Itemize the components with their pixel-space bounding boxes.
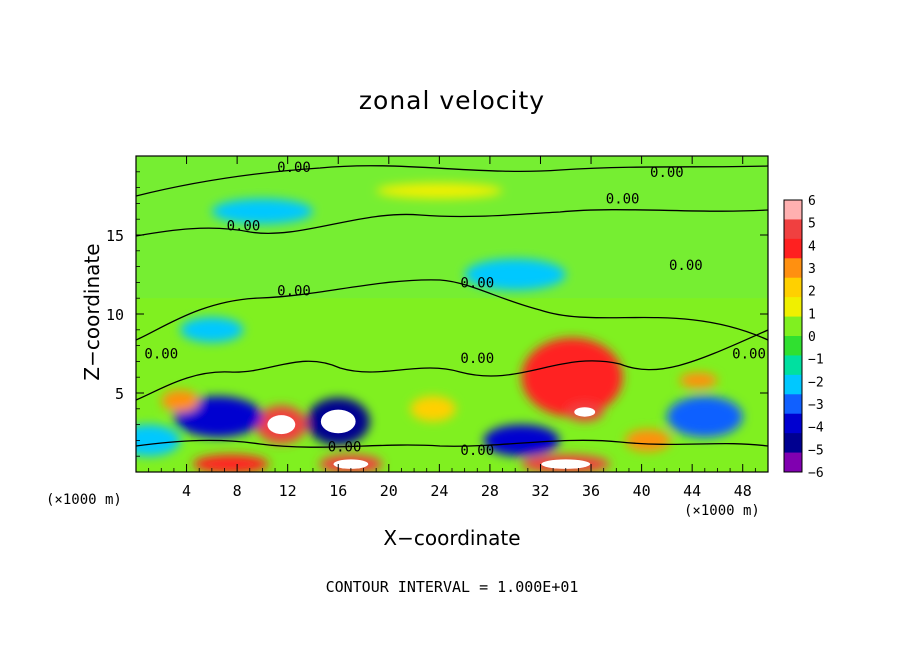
colorbar-swatch-5 [784, 297, 802, 318]
contour-labels: 0.00 0.00 0.00 0.00 0.00 0.00 0.00 0.00 0.00 0.00… [144, 160, 765, 459]
field-feature-core-2 [267, 415, 296, 435]
field-feature-14 [410, 396, 456, 422]
colorbar-label-3: 3 [808, 262, 816, 277]
field-feature-13 [161, 389, 200, 412]
colorbar-swatch-7 [784, 336, 802, 356]
x-tick-label-3: 16 [329, 482, 347, 500]
x-tick-label-7: 32 [531, 482, 549, 500]
contour-label-4: 0.00 [669, 258, 703, 274]
contour-label-2: 0.00 [606, 192, 640, 208]
field-feature-core-3 [320, 409, 356, 434]
colorbar-swatch-0 [784, 200, 802, 220]
x-tick-label-8: 36 [582, 482, 600, 500]
colorbar-label-12: −6 [808, 466, 824, 481]
x-tick-label-1: 8 [233, 482, 242, 500]
colorbar-swatch-4 [784, 277, 802, 298]
x-axis-label: X−coordinate [383, 526, 521, 550]
x-unit-left: (×1000 m) [46, 492, 122, 508]
colorbar-frame [783, 199, 803, 473]
colorbar-label-0: 6 [808, 194, 816, 209]
colorbar-label-5: 1 [808, 307, 816, 322]
colorbar-label-1: 5 [808, 217, 816, 232]
field-feature-17 [376, 182, 503, 199]
colorbar-label-10: −4 [808, 421, 824, 436]
field-feature-core-7 [541, 459, 591, 469]
colorbar-swatch-1 [784, 219, 802, 240]
contour-line-2 [136, 279, 768, 341]
colorbar-swatch-6 [784, 316, 802, 337]
field-feature-10 [464, 258, 566, 291]
colorbar-swatch-11 [784, 413, 802, 434]
contour-label-3: 0.00 [227, 219, 261, 235]
contour-lines [136, 165, 768, 448]
colorbar-label-7: −1 [808, 353, 824, 368]
colorbar-label-4: 2 [808, 285, 816, 300]
y-tick-label-2: 15 [106, 227, 124, 245]
colorbar-swatch-9 [784, 374, 802, 395]
colorbar-label-6: 0 [808, 330, 816, 345]
colorbar-swatch-2 [784, 238, 802, 259]
colorbar: 6 5 4 3 2 1 0 −1 −2 −3 −4 −5 −6 [783, 194, 824, 481]
x-tick-label-0: 4 [182, 482, 191, 500]
field-feature-core-6 [333, 459, 369, 469]
field-feature-5 [192, 454, 269, 472]
x-tick-label-5: 24 [430, 482, 448, 500]
x-unit-right: (×1000 m) [684, 503, 760, 519]
field-feature-11 [211, 198, 313, 224]
field-feature-15 [625, 429, 671, 452]
y-tick-label-0: 5 [115, 385, 124, 403]
colorbar-swatch-12 [784, 433, 802, 454]
contour-label-11: 0.00 [460, 443, 494, 459]
field-feature-18 [180, 317, 244, 343]
x-tick-label-11: 48 [734, 482, 752, 500]
colorbar-swatch-10 [784, 394, 802, 415]
chart-title: zonal velocity [358, 86, 546, 115]
colorbar-swatch-3 [784, 258, 802, 279]
contour-label-1: 0.00 [650, 165, 684, 181]
field-feature-core-1 [574, 407, 596, 417]
field-feature-8 [666, 396, 743, 438]
x-tick-label-10: 44 [683, 482, 701, 500]
field-feature-12 [679, 372, 718, 389]
y-axis-label: Z−coordinate [80, 243, 104, 381]
contour-line-3 [136, 329, 768, 401]
contour-label-10: 0.00 [328, 440, 362, 456]
field-band [136, 156, 768, 299]
contour-label-5: 0.00 [460, 275, 494, 291]
field-feature-9 [483, 424, 560, 457]
contour-label-7: 0.00 [144, 347, 178, 363]
colorbar-swatch-8 [784, 355, 802, 376]
contour-label-9: 0.00 [732, 347, 766, 363]
contour-label-6: 0.00 [277, 283, 311, 299]
contour-label-0: 0.00 [277, 160, 311, 176]
field-feature-0 [521, 337, 623, 417]
contour-line-1 [136, 209, 768, 237]
y-tick-label-1: 10 [106, 306, 124, 324]
contour-line-4 [136, 439, 768, 448]
contour-line-0 [136, 165, 768, 197]
x-tick-label-4: 20 [380, 482, 398, 500]
velocity-field [136, 156, 768, 472]
x-tick-label-2: 12 [279, 482, 297, 500]
x-tick-label-9: 40 [633, 482, 651, 500]
colorbar-label-2: 4 [808, 239, 816, 254]
x-tick-label-6: 28 [481, 482, 499, 500]
colorbar-label-8: −2 [808, 375, 824, 390]
colorbar-label-11: −5 [808, 443, 824, 458]
contour-interval-note: CONTOUR INTERVAL = 1.000E+01 [325, 578, 579, 596]
colorbar-label-9: −3 [808, 398, 824, 413]
field-feature-16 [136, 424, 181, 457]
colorbar-swatch-13 [784, 452, 802, 473]
contour-label-8: 0.00 [460, 351, 494, 367]
